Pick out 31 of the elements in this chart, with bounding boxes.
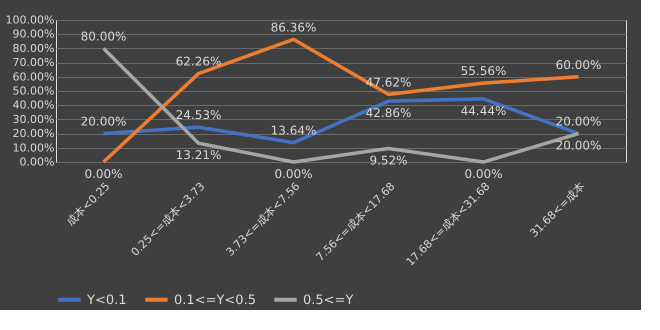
y-tick-label: 90.00% [12,28,54,41]
data-label: 55.56% [460,64,506,78]
data-label: 44.44% [460,104,506,118]
data-label: 60.00% [556,58,602,72]
y-tick-label: 50.00% [12,84,54,98]
data-label: 0.00% [274,167,313,181]
y-tick-label: 30.00% [12,112,54,126]
data-label: 9.52% [369,153,408,168]
data-label: 20.00% [556,114,602,129]
data-label: 20.00% [556,138,602,153]
legend-label: 0.5<=Y [303,292,354,308]
y-tick-label: 10.00% [12,141,54,154]
y-tick-label: 20.00% [12,127,54,140]
data-label: 20.00% [80,114,126,129]
legend-label: 0.1<=Y<0.5 [174,292,256,308]
data-label: 0.00% [464,167,503,181]
y-tick-label: 80.00% [12,42,54,55]
data-label: 13.64% [270,124,316,138]
data-label: 13.21% [176,148,222,162]
data-label: 80.00% [80,29,126,44]
data-label: 0.00% [84,167,123,181]
data-label: 42.86% [366,106,412,120]
y-tick-label: 0.00% [20,156,54,168]
y-tick-label: 60.00% [12,70,54,84]
y-tick-label: 40.00% [12,98,54,112]
data-label: 62.26% [176,54,222,69]
y-tick-label: 70.00% [12,56,54,70]
legend-label: Y<0.1 [86,292,127,308]
y-tick-label: 100.00% [6,14,54,26]
data-label: 86.36% [270,20,316,34]
data-label: 24.53% [176,108,222,122]
